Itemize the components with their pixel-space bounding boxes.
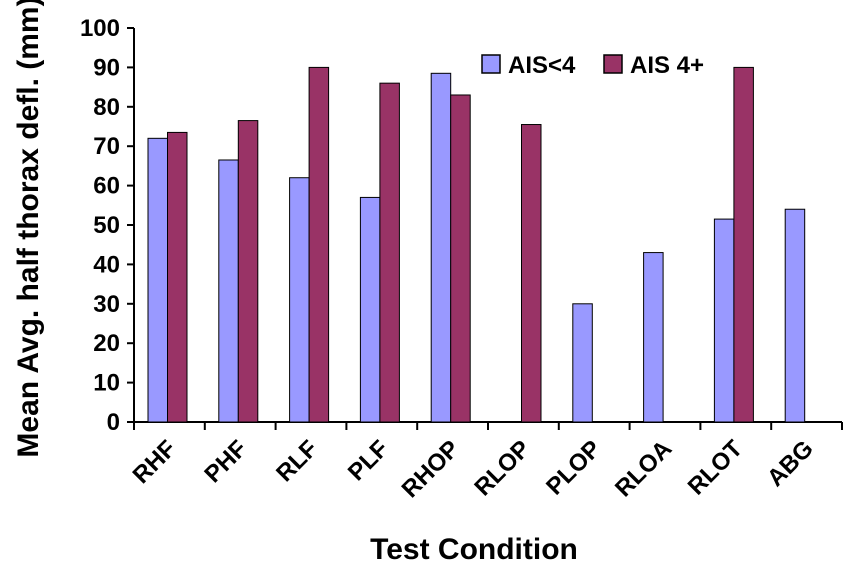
bar-ais-lt4-rloa xyxy=(643,252,664,423)
y-tick-label: 60 xyxy=(93,173,120,200)
y-tick-label: 100 xyxy=(80,15,120,42)
bar-ais-lt4-abg xyxy=(784,208,806,423)
x-tick-label: RLOT xyxy=(683,435,749,501)
y-tick-label: 70 xyxy=(93,133,120,160)
y-tick-label: 90 xyxy=(93,54,120,81)
y-tick-label: 10 xyxy=(93,370,120,397)
legend: AIS<4 AIS 4+ xyxy=(481,52,704,79)
bar-ais-lt4-plop xyxy=(572,303,593,423)
x-tick-label: RLOP xyxy=(469,435,535,501)
bar-ais-lt4-rhf xyxy=(147,137,168,423)
y-axis-title: Mean Avg. half thorax defl. (mm) xyxy=(12,0,45,458)
x-ticks: RHF PHF RLF PLF RHOP RLOP PLOP RLOA RLOT ABG xyxy=(128,422,843,503)
x-tick-label: RLF xyxy=(271,435,323,487)
bars xyxy=(147,66,806,423)
bar-ais-lt4-plf xyxy=(359,196,381,423)
y-tick-label: 50 xyxy=(93,212,120,239)
bar-ais-lt4-phf xyxy=(218,159,239,423)
legend-label-ais-lt4: AIS<4 xyxy=(508,52,576,79)
legend-swatch-ais-4plus xyxy=(603,54,623,74)
bar-ais-lt4-rhop xyxy=(430,72,452,423)
bar-ais-lt4-rlf xyxy=(289,177,310,423)
x-tick-label: RLOA xyxy=(610,435,677,502)
bar-ais-4plus-rhf xyxy=(167,131,188,423)
bar-ais-4plus-rlf xyxy=(308,66,330,423)
y-tick-label: 20 xyxy=(93,330,120,357)
x-tick-label: RHOP xyxy=(397,435,465,503)
bar-ais-4plus-phf xyxy=(237,120,259,423)
y-ticks: 0 10 20 30 40 50 60 70 80 90 100 xyxy=(80,15,134,436)
bar-ais-lt4-rlot xyxy=(713,218,735,423)
y-tick-label: 0 xyxy=(107,409,120,436)
x-tick-label: RHF xyxy=(128,435,182,489)
y-tick-label: 40 xyxy=(93,251,120,278)
bar-ais-4plus-rhop xyxy=(450,94,471,423)
x-axis-title: Test Condition xyxy=(370,533,578,566)
legend-swatch-ais-lt4 xyxy=(481,54,501,74)
bar-ais-4plus-rlot xyxy=(733,66,754,423)
x-tick-label: PHF xyxy=(199,435,252,488)
x-tick-label: PLF xyxy=(343,435,394,486)
y-tick-label: 80 xyxy=(93,94,120,121)
bar-ais-4plus-rlop xyxy=(521,124,542,423)
legend-label-ais-4plus: AIS 4+ xyxy=(630,52,704,79)
bar-ais-4plus-plf xyxy=(379,82,400,423)
x-tick-label: PLOP xyxy=(541,435,606,500)
x-tick-label: ABG xyxy=(762,435,819,492)
y-tick-label: 30 xyxy=(93,291,120,318)
